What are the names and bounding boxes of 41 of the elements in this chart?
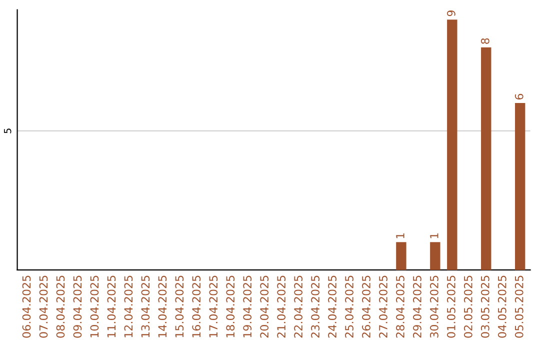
bar — [481, 47, 492, 270]
x-tick-label: 21.04.2025 — [277, 276, 286, 338]
x-tick-label: 30.04.2025 — [430, 276, 438, 338]
x-tick-label: 27.04.2025 — [379, 276, 388, 338]
x-tick-label: 04.05.2025 — [498, 276, 506, 338]
x-tick-label: 03.05.2025 — [480, 276, 490, 338]
data-label: 1 — [396, 233, 404, 238]
x-tick-label: 13.04.2025 — [141, 276, 150, 338]
x-tick-label: 29.04.2025 — [412, 276, 422, 338]
data-label: 1 — [430, 233, 438, 238]
x-tick-label: 25.04.2025 — [345, 276, 354, 338]
x-tick-label: 05.05.2025 — [514, 276, 524, 338]
x-tick-label: 11.04.2025 — [107, 276, 116, 338]
x-tick-label: 22.04.2025 — [294, 276, 302, 338]
data-label: 9 — [446, 10, 456, 16]
x-tick-label: 17.04.2025 — [209, 276, 218, 338]
x-tick-label: 24.04.2025 — [328, 276, 336, 338]
x-tick-label: 01.05.2025 — [446, 276, 456, 338]
x-tick-label: 12.04.2025 — [124, 276, 133, 338]
x-tick-label: 20.04.2025 — [260, 276, 269, 338]
x-tick-label: 14.04.2025 — [158, 276, 167, 338]
x-tick-label: 07.04.2025 — [39, 276, 48, 338]
x-tick-label: 08.04.2025 — [56, 276, 65, 338]
x-tick-label: 10.04.2025 — [90, 276, 99, 338]
x-tick-label: 19.04.2025 — [243, 276, 252, 338]
bar — [447, 20, 458, 270]
x-tick-label: 16.04.2025 — [192, 276, 201, 338]
x-tick-label: 18.04.2025 — [226, 276, 235, 338]
y-tick-label: 5 — [4, 128, 12, 134]
bar — [514, 103, 526, 270]
data-label: 8 — [480, 38, 490, 44]
x-tick-label: 26.04.2025 — [362, 276, 370, 338]
bar — [396, 242, 406, 270]
x-tick-label: 02.05.2025 — [464, 276, 472, 338]
x-tick-label: 28.04.2025 — [396, 276, 404, 338]
x-tick-label: 15.04.2025 — [175, 276, 184, 338]
x-tick-label: 09.04.2025 — [73, 276, 82, 338]
bar — [430, 242, 440, 270]
x-tick-label: 23.04.2025 — [311, 276, 320, 338]
data-label: 6 — [514, 94, 524, 100]
x-tick-label: 06.04.2025 — [22, 276, 31, 338]
